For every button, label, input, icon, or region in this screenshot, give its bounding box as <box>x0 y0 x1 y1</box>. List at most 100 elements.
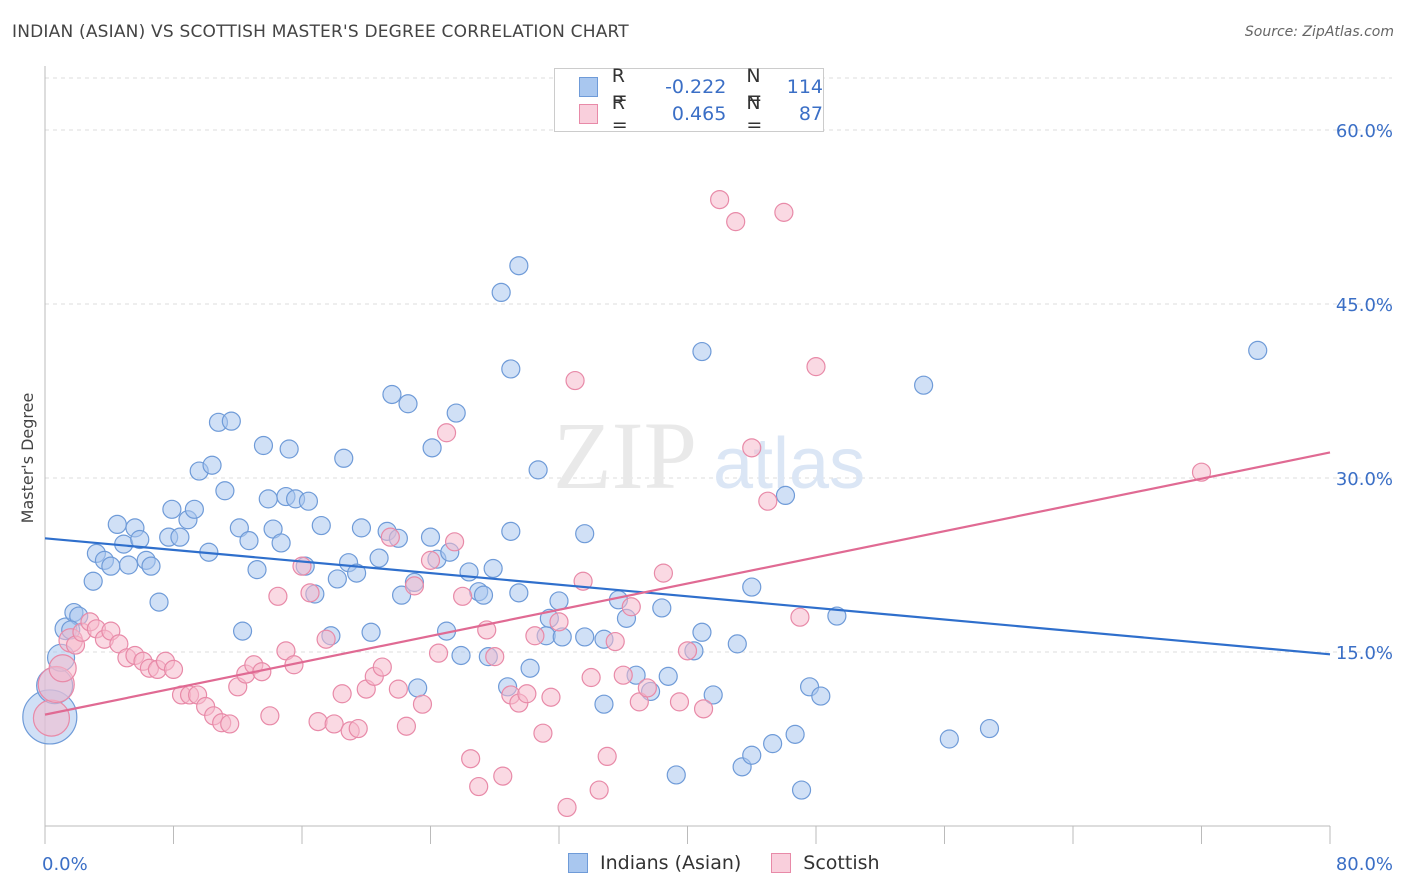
data-point <box>575 524 595 544</box>
data-point <box>118 555 139 575</box>
data-point <box>420 550 441 570</box>
data-point <box>412 694 433 714</box>
data-point <box>260 706 280 726</box>
data-point <box>827 606 847 626</box>
data-point <box>32 699 71 737</box>
data-point <box>141 556 161 576</box>
data-point <box>436 423 457 443</box>
legend-r-value: 0.465 <box>671 103 727 125</box>
data-point <box>509 583 529 603</box>
data-point <box>446 403 466 423</box>
data-point <box>806 357 826 377</box>
data-point <box>253 435 274 456</box>
data-point <box>727 634 747 654</box>
legend-swatch-pink <box>771 853 792 873</box>
legend-item-scottish: Scottish <box>771 852 880 874</box>
data-point <box>501 521 521 541</box>
data-point <box>420 527 441 547</box>
data-point <box>220 714 240 734</box>
data-point <box>162 499 182 519</box>
data-point <box>710 190 730 210</box>
gridlines <box>45 77 1392 653</box>
data-point <box>533 723 553 743</box>
data-point <box>528 460 548 480</box>
data-point <box>692 341 712 362</box>
series-legend: Indians (Asian) Scottish <box>568 852 910 874</box>
data-point <box>334 448 354 468</box>
y-tick-label: 15.0% <box>1336 643 1393 664</box>
data-point <box>1248 340 1268 360</box>
chart-title: INDIAN (ASIAN) VS SCOTTISH MASTER'S DEGR… <box>12 22 629 42</box>
data-point <box>549 612 569 632</box>
data-point <box>422 438 442 458</box>
data-point <box>372 657 392 677</box>
watermark-zip: ZIP <box>553 402 697 509</box>
legend-n-value: 114 <box>786 76 823 98</box>
data-point <box>311 515 331 536</box>
data-point <box>666 765 686 785</box>
trend-line-scottish <box>44 451 1331 716</box>
data-point <box>369 548 389 568</box>
y-axis-label: Master's Degree <box>18 393 37 524</box>
data-point <box>669 692 690 712</box>
data-point <box>758 491 778 511</box>
data-point <box>693 699 714 719</box>
data-point <box>520 658 540 678</box>
data-point <box>774 202 794 222</box>
legend-row-indians: R = -0.222 N = 114 <box>579 65 823 109</box>
data-point <box>621 597 641 617</box>
data-point <box>790 607 810 627</box>
data-point <box>258 489 278 509</box>
data-point <box>692 622 712 642</box>
legend-row-scottish: R = 0.465 N = 87 <box>579 92 823 136</box>
legend-n-value: 87 <box>798 103 823 125</box>
y-tick-label: 45.0% <box>1336 295 1393 316</box>
data-point <box>491 282 511 302</box>
data-point <box>396 716 417 736</box>
data-point <box>493 766 513 786</box>
data-point <box>605 631 625 652</box>
data-point <box>444 532 465 552</box>
trend-line-indians <box>44 537 1331 656</box>
data-point <box>332 684 352 704</box>
data-point <box>742 745 762 765</box>
data-point <box>428 643 449 663</box>
data-point <box>658 666 678 686</box>
data-point <box>461 749 481 769</box>
data-point <box>652 598 672 618</box>
data-point <box>589 780 609 800</box>
data-point <box>565 370 585 391</box>
data-point <box>509 256 529 276</box>
data-point <box>271 533 291 553</box>
series-scottish-points <box>32 190 1212 818</box>
data-point <box>501 359 521 379</box>
data-point <box>361 622 381 642</box>
data-point <box>351 518 372 538</box>
data-point <box>279 439 299 459</box>
data-point <box>473 585 494 605</box>
y-tick-label: 60.0% <box>1336 121 1393 142</box>
data-point <box>316 629 336 649</box>
data-point <box>775 485 796 505</box>
data-point <box>525 626 545 646</box>
data-point <box>184 499 204 519</box>
data-point <box>83 571 103 591</box>
data-point <box>637 678 657 698</box>
data-point <box>408 678 428 698</box>
data-point <box>594 694 614 714</box>
data-point <box>202 455 222 475</box>
data-point <box>939 729 959 749</box>
data-point <box>742 438 762 458</box>
data-point <box>785 724 805 744</box>
data-point <box>391 585 412 605</box>
data-point <box>613 665 633 685</box>
data-point <box>232 621 253 641</box>
data-point <box>101 556 121 576</box>
source-label: Source: ZipAtlas.com <box>1244 24 1394 40</box>
x-tick-label: 0.0% <box>42 854 88 875</box>
trend-lines <box>44 451 1331 716</box>
data-point <box>581 667 601 688</box>
legend-swatch-blue <box>579 77 598 97</box>
data-point <box>130 529 150 550</box>
data-point <box>324 714 344 734</box>
